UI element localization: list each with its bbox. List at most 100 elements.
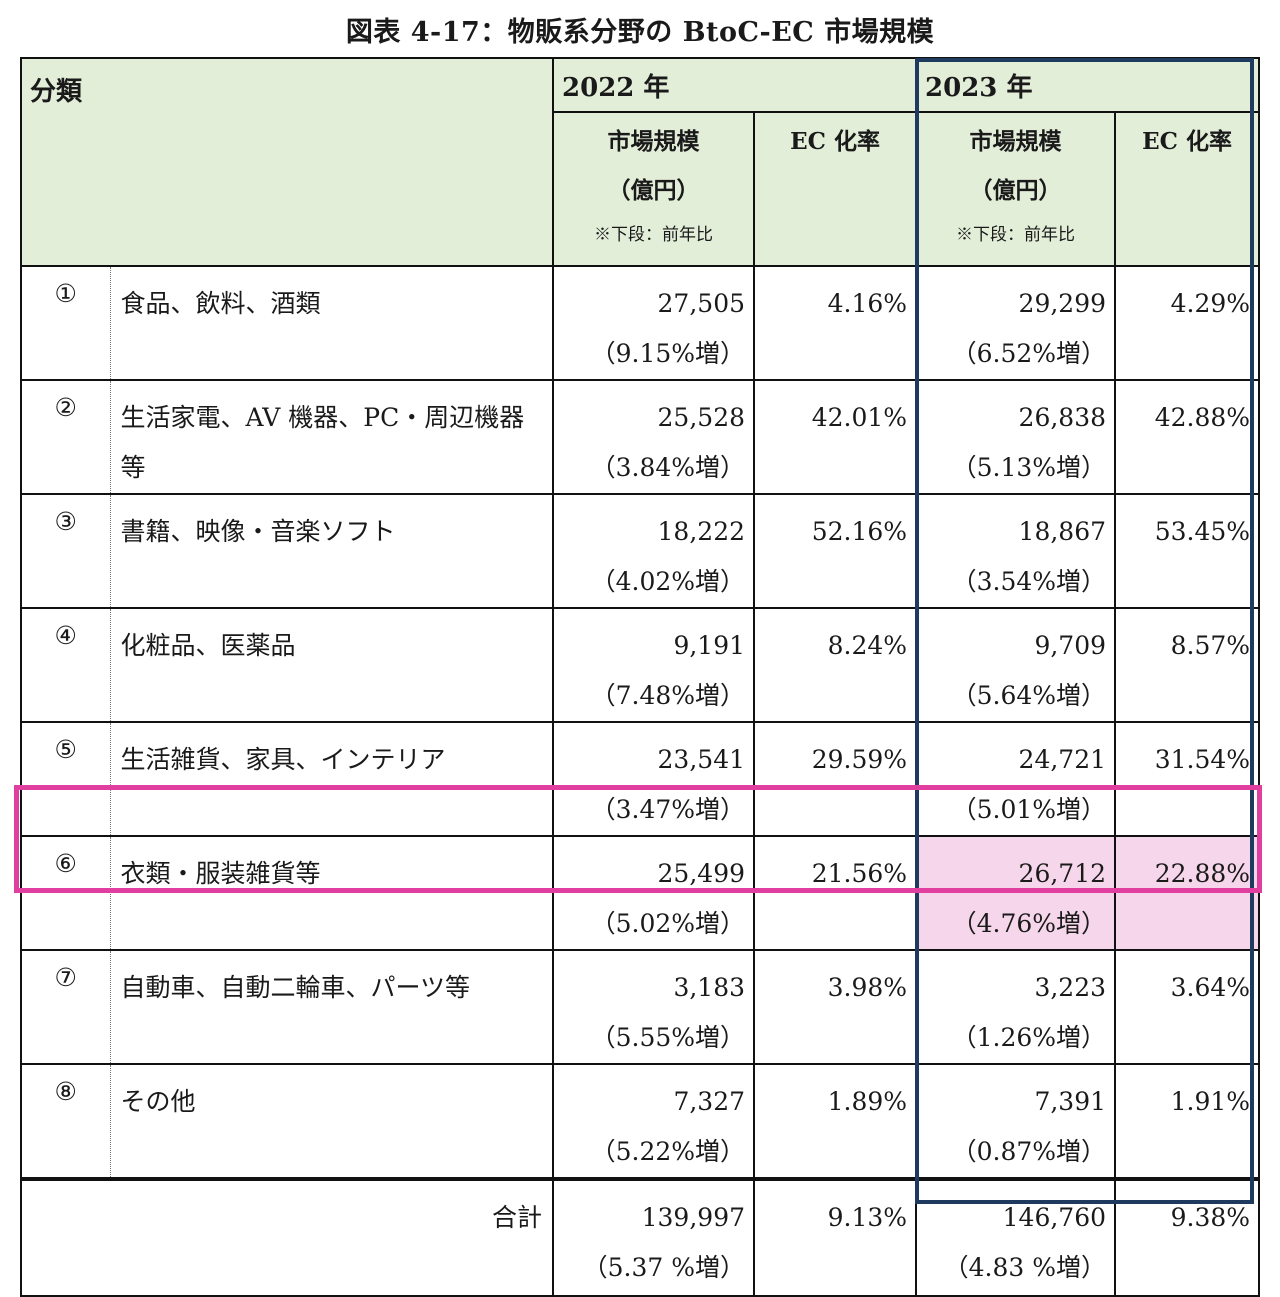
cell-size-2023: 29,299 （6.52%増） [915,265,1117,381]
header-market-size-2023: 市場規模 （億円） ※下段：前年比 [915,111,1117,267]
cell-ec-rate-2022: 4.16% [753,265,918,381]
cell-ec-rate-2023: 4.29% [1114,265,1261,381]
yoy-growth: （9.15%増） [590,339,746,368]
cell-ec-rate-2023: 3.64% [1114,949,1261,1065]
cell-size-2022: 25,528 （3.84%増） [552,379,756,495]
cell-size-2023: 9,709 （5.64%増） [915,607,1117,723]
yoy-growth: （3.47%増） [590,795,746,824]
market-size-value: 23,541 [657,745,746,774]
cell-ec-rate-2022: 42.01% [753,379,918,495]
cell-ec-rate-2023: 42.88% [1114,379,1261,495]
cell-size-2022: 3,183 （5.55%増） [552,949,756,1065]
market-size-value: 26,712 [1018,859,1107,888]
yoy-growth: （5.64%増） [951,681,1107,710]
cell-size-2022: 9,191 （7.48%増） [552,607,756,723]
cell-size-2022: 18,222 （4.02%増） [552,493,756,609]
yoy-growth: （5.55%増） [590,1023,746,1052]
yoy-growth: （4.83 %増） [943,1253,1107,1282]
market-size-value: 9,709 [1034,631,1107,660]
table-row: ⑤ 生活雑貨、家具、インテリア 23,541 （3.47%増） 29.59% 24,721… [20,721,1261,837]
yoy-growth: （7.48%増） [590,681,746,710]
market-size-value: 146,760 [1002,1203,1107,1232]
market-size-value: 26,838 [1018,403,1107,432]
yoy-growth: （5.22%増） [590,1137,746,1166]
cell-size-2023: 24,721 （5.01%増） [915,721,1117,837]
ec-rate-label: EC 化率 [790,128,880,155]
cell-ec-rate-2023: 8.57% [1114,607,1261,723]
cell-ec-rate-2022: 8.24% [753,607,918,723]
cell-ec-rate-2022: 3.98% [753,949,918,1065]
total-ec-rate-2023: 9.38% [1114,1177,1261,1297]
cell-ec-rate-2023: 31.54% [1114,721,1261,837]
market-size-value: 25,528 [657,403,746,432]
cell-ec-rate-2023: 53.45% [1114,493,1261,609]
market-size-value: 7,327 [673,1087,746,1116]
market-size-value: 9,191 [673,631,746,660]
row-category: 自動車、自動二輪車、パーツ等 [109,949,555,1065]
market-size-value: 3,223 [1034,973,1107,1002]
row-category: 生活雑貨、家具、インテリア [109,721,555,837]
row-category: 化粧品、医薬品 [109,607,555,723]
row-category: 書籍、映像・音楽ソフト [109,493,555,609]
yoy-growth: （5.01%増） [951,795,1107,824]
market-size-value: 29,299 [1018,289,1107,318]
cell-ec-rate-2022: 52.16% [753,493,918,609]
total-label: 合計 [19,1177,555,1297]
row-number: ① [20,265,111,381]
header-category: 分類 [19,57,555,267]
cell-ec-rate-2022: 1.89% [753,1063,918,1180]
market-size-value: 18,222 [657,517,746,546]
header-market-size-2022: 市場規模 （億円） ※下段：前年比 [552,111,756,267]
yoy-growth: （3.54%増） [951,567,1107,596]
row-number: ⑤ [20,721,111,837]
market-size-value: 3,183 [673,973,746,1002]
market-size-note: ※下段：前年比 [956,225,1076,245]
row-category: 衣類・服装雑貨等 [109,835,555,951]
yoy-growth: （1.26%増） [951,1023,1107,1052]
cell-size-2023: 26,712 （4.76%増） [915,835,1117,951]
table-row: ④ 化粧品、医薬品 9,191 （7.48%増） 8.24% 9,709 （5.64%増） 8… [20,607,1261,723]
ec-market-table: 分類 2022 年 2023 年 市場規模 （億円） ※下段：前年比 EC 化率… [19,57,1261,1297]
row-number: ④ [20,607,111,723]
figure-title: 図表 4-17：物販系分野の BtoC-EC 市場規模 [345,17,935,48]
market-size-unit: （億円） [969,177,1062,204]
row-number: ⑦ [20,949,111,1065]
header-ec-rate-2022: EC 化率 [753,111,918,267]
market-size-value: 25,499 [657,859,746,888]
table-row: ② 生活家電、AV 機器、PC・周辺機器等 25,528 （3.84%増） 42.01%… [20,379,1261,495]
yoy-growth: （5.37 %増） [582,1253,746,1282]
table-row: ⑧ その他 7,327 （5.22%増） 1.89% 7,391 （0.87%増） 1.91% [20,1063,1261,1180]
market-size-unit: （億円） [607,177,700,204]
total-ec-rate-2022: 9.13% [753,1177,918,1297]
cell-size-2022: 27,505 （9.15%増） [552,265,756,381]
table-row: ① 食品、飲料、酒類 27,505 （9.15%増） 4.16% 29,299 （6.52%… [20,265,1261,381]
row-number: ③ [20,493,111,609]
header-year-2022: 2022 年 [552,57,918,113]
yoy-growth: （3.84%増） [590,453,746,482]
yoy-growth: （6.52%増） [951,339,1107,368]
cell-size-2023: 7,391 （0.87%増） [915,1063,1117,1180]
market-size-value: 7,391 [1034,1087,1107,1116]
cell-ec-rate-2022: 29.59% [753,721,918,837]
row-category: 生活家電、AV 機器、PC・周辺機器等 [109,379,555,495]
cell-ec-rate-2023: 1.91% [1114,1063,1261,1180]
total-size-2023: 146,760 （4.83 %増） [915,1177,1117,1297]
row-number: ⑥ [20,835,111,951]
market-size-value: 24,721 [1018,745,1107,774]
market-size-value: 139,997 [641,1203,746,1232]
cell-size-2022: 23,541 （3.47%増） [552,721,756,837]
market-size-label: 市場規模 [607,128,700,155]
yoy-growth: （5.02%増） [590,909,746,938]
market-size-value: 27,505 [657,289,746,318]
yoy-growth: （4.76%増） [951,909,1107,938]
market-size-value: 18,867 [1018,517,1107,546]
table-row: ③ 書籍、映像・音楽ソフト 18,222 （4.02%増） 52.16% 18,867 （3… [20,493,1261,609]
market-size-label: 市場規模 [969,128,1062,155]
ec-rate-label: EC 化率 [1142,128,1232,155]
row-category: その他 [109,1063,555,1180]
cell-ec-rate-2022: 21.56% [753,835,918,951]
row-category: 食品、飲料、酒類 [109,265,555,381]
cell-size-2022: 25,499 （5.02%増） [552,835,756,951]
yoy-growth: （5.13%増） [951,453,1107,482]
yoy-growth: （0.87%増） [951,1137,1107,1166]
